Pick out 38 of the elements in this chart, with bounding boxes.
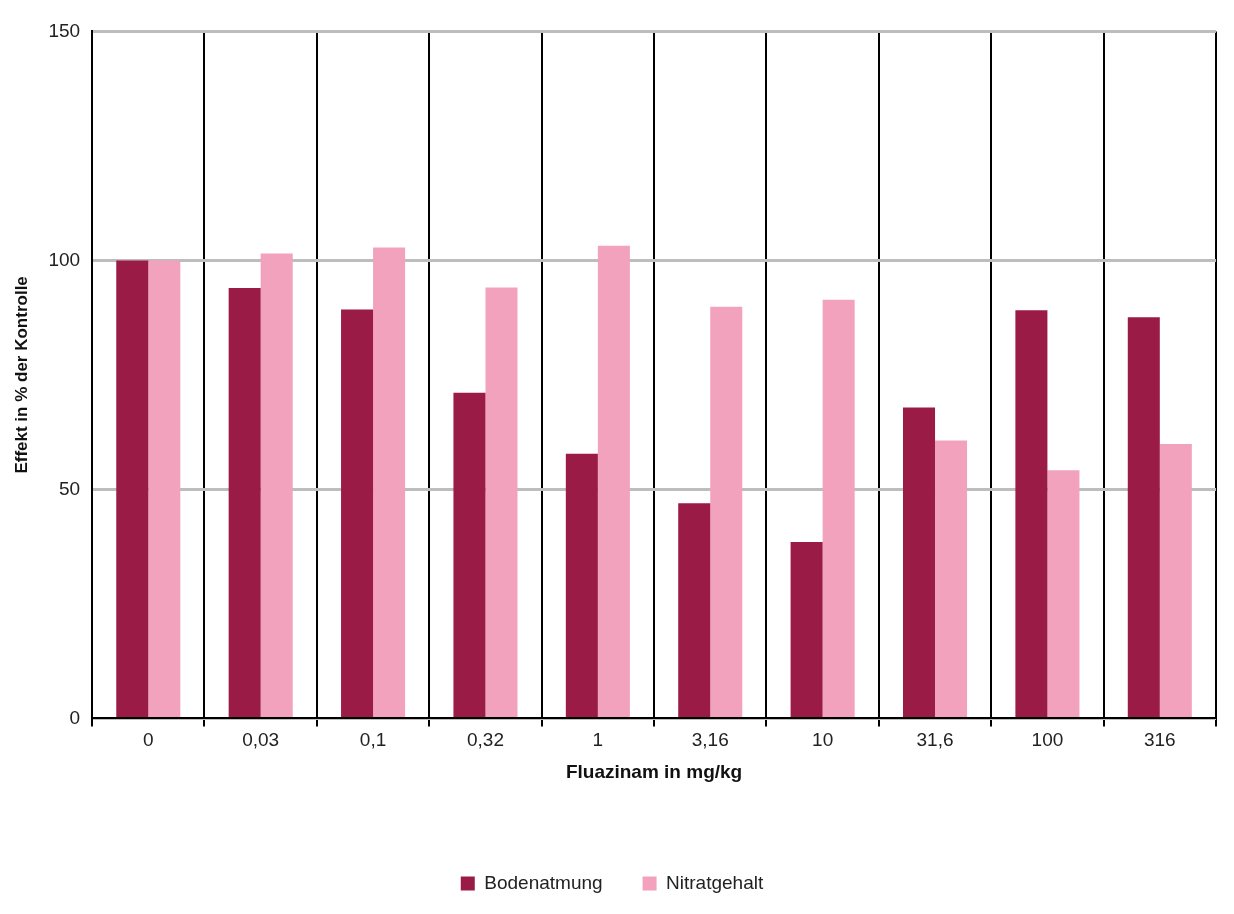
bar bbox=[228, 287, 261, 717]
bar bbox=[485, 287, 518, 717]
x-tick-label: 100 bbox=[1031, 729, 1064, 751]
bar bbox=[790, 542, 823, 717]
bar bbox=[148, 260, 181, 717]
bar bbox=[1015, 310, 1048, 717]
y-tick-label: 50 bbox=[58, 477, 81, 499]
bar bbox=[260, 253, 293, 717]
x-tick-label: 31,6 bbox=[916, 729, 954, 751]
y-tick-label: 150 bbox=[48, 19, 81, 41]
bar bbox=[116, 260, 149, 717]
x-tick-label: 0,03 bbox=[242, 729, 280, 751]
x-tick-label: 0,1 bbox=[359, 729, 387, 751]
bar bbox=[341, 309, 374, 717]
x-tick-label: 3,16 bbox=[691, 729, 729, 751]
bar bbox=[453, 392, 486, 717]
x-tick-label: 1 bbox=[592, 729, 604, 751]
bar bbox=[1159, 444, 1192, 717]
legend-label: Bodenatmung bbox=[484, 871, 603, 893]
bar bbox=[935, 440, 968, 717]
x-tick-label: 0,32 bbox=[466, 729, 504, 751]
bar bbox=[902, 407, 936, 717]
bar bbox=[1047, 470, 1080, 717]
x-axis-title: Fluazinam in mg/kg bbox=[565, 760, 743, 782]
bar bbox=[822, 299, 855, 717]
x-tick-label: 0 bbox=[143, 729, 154, 751]
y-tick-label: 0 bbox=[69, 706, 81, 728]
bar bbox=[597, 245, 630, 717]
bar bbox=[710, 306, 743, 717]
bar bbox=[678, 503, 711, 717]
bar bbox=[565, 453, 598, 717]
x-tick-label: 316 bbox=[1143, 729, 1176, 751]
bar bbox=[1127, 317, 1160, 717]
y-tick-label: 100 bbox=[48, 248, 81, 270]
bar bbox=[373, 247, 406, 717]
legend-label: Nitratgehalt bbox=[666, 871, 764, 893]
x-tick-label: 10 bbox=[812, 729, 834, 751]
y-axis-title: Effekt in % der Kontrolle bbox=[11, 276, 31, 474]
